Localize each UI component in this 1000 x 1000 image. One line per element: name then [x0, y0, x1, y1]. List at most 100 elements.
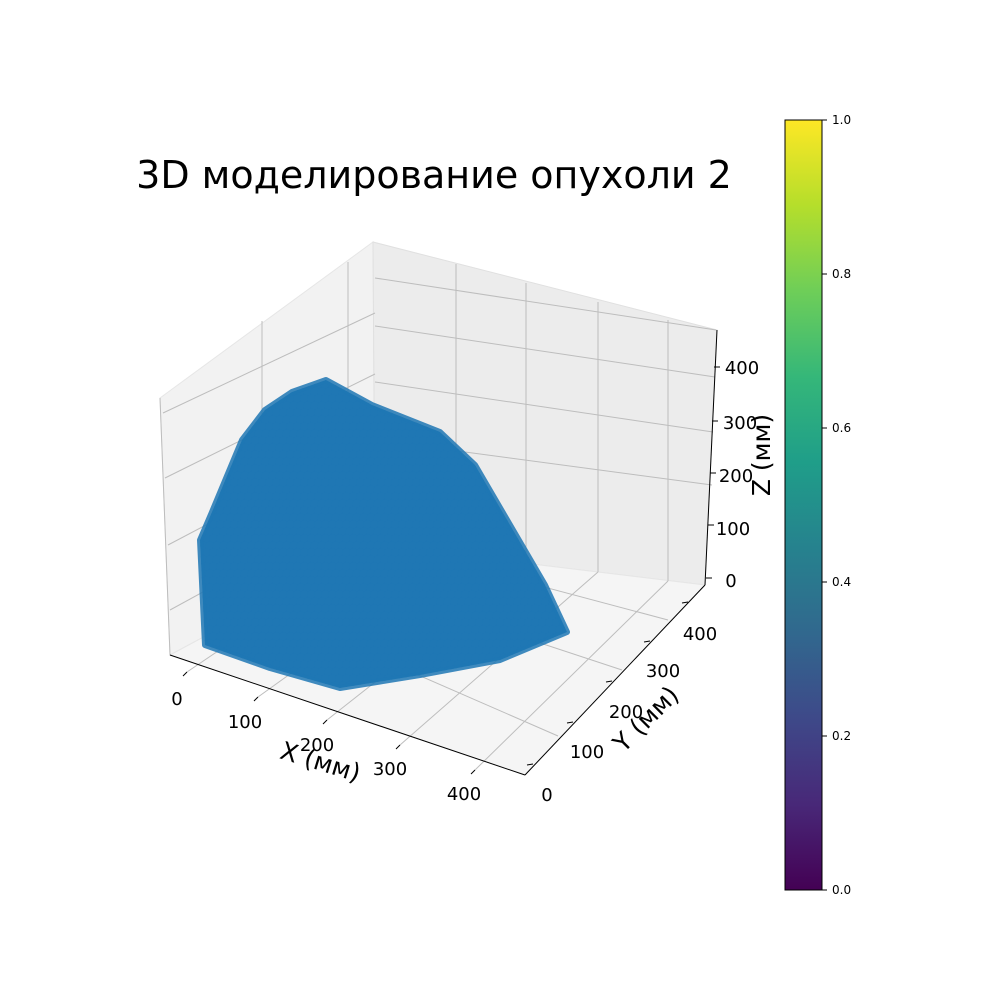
scatter-point: [408, 555, 418, 565]
scatter-point: [352, 541, 362, 551]
scatter-point: [268, 639, 278, 649]
scatter-point: [387, 583, 397, 593]
scatter-point: [352, 457, 362, 467]
scatter-point: [432, 478, 443, 488]
scatter-point: [485, 499, 495, 509]
scatter-point: [310, 527, 320, 537]
scatter-point: [208, 632, 219, 642]
scatter-point: [278, 520, 289, 530]
scatter-point: [268, 443, 278, 453]
scatter-point: [488, 520, 499, 530]
scatter-point: [310, 429, 320, 439]
scatter-point: [506, 625, 516, 635]
scatter-point: [303, 569, 313, 579]
scatter-point: [492, 513, 502, 523]
scatter-point: [516, 562, 527, 572]
scatter-point: [275, 443, 285, 453]
scatter-point: [306, 562, 317, 572]
scatter-point: [289, 499, 299, 509]
scatter-point: [338, 457, 348, 467]
scatter-point: [289, 597, 299, 607]
scatter-point: [233, 499, 243, 509]
scatter-point: [278, 646, 289, 656]
scatter-point: [324, 415, 334, 425]
scatter-point: [439, 576, 450, 586]
scatter-point: [219, 639, 229, 649]
scatter-point: [362, 548, 373, 558]
scatter-point: [341, 478, 352, 488]
scatter-point: [401, 471, 411, 481]
scatter-point: [236, 464, 247, 474]
scatter-point: [278, 506, 289, 516]
scatter-point: [278, 660, 289, 670]
scatter-point: [327, 632, 338, 642]
scatter-point: [313, 618, 324, 628]
scatter-point: [464, 555, 474, 565]
scatter-point: [233, 639, 243, 649]
scatter-point: [488, 548, 499, 558]
scatter-point: [219, 569, 229, 579]
scatter-point: [394, 653, 404, 663]
scatter-point: [348, 590, 359, 600]
scatter-point: [425, 492, 436, 502]
colorbar-tick-label: 0.8: [832, 267, 851, 281]
scatter-point: [345, 555, 355, 565]
scatter-point: [422, 457, 432, 467]
scatter-point: [327, 660, 338, 670]
scatter-point: [264, 478, 275, 488]
scatter-point: [338, 555, 348, 565]
scatter-point: [261, 513, 271, 523]
scatter-point: [345, 457, 355, 467]
scatter-point: [401, 611, 411, 621]
scatter-point: [383, 436, 394, 446]
scatter-point: [422, 583, 432, 593]
scatter-point: [306, 660, 317, 670]
scatter-point: [247, 639, 257, 649]
scatter-point: [345, 443, 355, 453]
scatter-point: [247, 569, 257, 579]
scatter-point: [425, 506, 436, 516]
scatter-point: [362, 632, 373, 642]
scatter-point: [348, 534, 359, 544]
scatter-point: [467, 646, 478, 656]
scatter-point: [362, 422, 373, 432]
scatter-point: [338, 527, 348, 537]
scatter-point: [271, 450, 282, 460]
scatter-point: [362, 604, 373, 614]
scatter-point: [422, 471, 432, 481]
scatter-point: [334, 506, 345, 516]
scatter-point: [404, 450, 415, 460]
scatter-point: [495, 562, 506, 572]
scatter-point: [348, 548, 359, 558]
scatter-point: [404, 590, 415, 600]
scatter-point: [387, 541, 397, 551]
scatter-point: [306, 604, 317, 614]
scatter-point: [313, 590, 324, 600]
scatter-point: [394, 597, 404, 607]
scatter-point: [250, 534, 261, 544]
scatter-point: [334, 618, 345, 628]
scatter-point: [271, 576, 282, 586]
scatter-point: [366, 555, 376, 565]
scatter-point: [495, 646, 506, 656]
scatter-point: [418, 618, 429, 628]
scatter-point: [313, 478, 324, 488]
scatter-point: [397, 590, 408, 600]
scatter-point: [453, 618, 464, 628]
scatter-point: [383, 450, 394, 460]
scatter-point: [317, 457, 327, 467]
scatter-point: [278, 590, 289, 600]
scatter-point: [380, 485, 390, 495]
scatter-point: [408, 653, 418, 663]
scatter-point: [292, 548, 303, 558]
scatter-point: [285, 576, 296, 586]
scatter-point: [439, 478, 450, 488]
scatter-point: [352, 527, 362, 537]
scatter-point: [275, 541, 285, 551]
scatter-point: [369, 478, 380, 488]
y-tick-label: 100: [570, 742, 604, 763]
scatter-point: [418, 506, 429, 516]
scatter-point: [299, 590, 310, 600]
scatter-point: [460, 548, 471, 558]
scatter-point: [488, 534, 499, 544]
